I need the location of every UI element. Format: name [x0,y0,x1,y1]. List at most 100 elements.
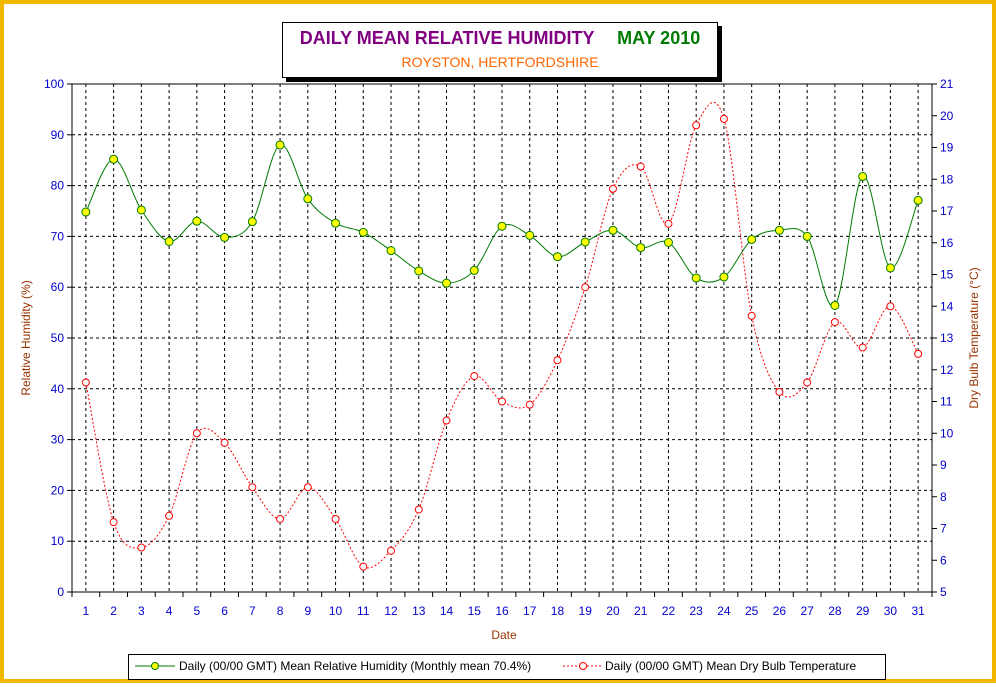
x-tick-label: 19 [579,604,593,618]
y2-tick-label: 18 [940,172,954,186]
y-axis-label: Relative Humidity (%) [19,280,33,395]
temperature-point [747,311,756,320]
y-tick-label: 100 [44,77,64,91]
humidity-point [774,225,784,235]
y-tick-label: 20 [51,483,65,497]
humidity-point [802,231,812,241]
y2-tick-label: 21 [940,77,954,91]
humidity-point [442,278,452,288]
x-tick-label: 25 [745,604,759,618]
temperature-point [803,378,812,387]
x-tick-label: 1 [83,604,90,618]
temperature-point [581,283,590,292]
x-tick-label: 29 [856,604,870,618]
temperature-point [81,378,90,387]
y-tick-label: 50 [51,331,65,345]
x-tick-label: 24 [717,604,731,618]
humidity-point [192,216,202,226]
x-tick-label: 20 [606,604,620,618]
x-tick-label: 21 [634,604,648,618]
temperature-point [692,121,701,130]
x-tick-label: 31 [911,604,925,618]
legend: Daily (00/00 GMT) Mean Relative Humidity… [128,654,886,680]
humidity-point [663,237,673,247]
y2-tick-label: 17 [940,204,954,218]
y-tick-label: 40 [51,382,65,396]
humidity-point [81,207,91,217]
grid-lines [72,84,932,592]
temperature-series [81,102,923,571]
y2-tick-label: 19 [940,141,954,155]
temperature-point [387,546,396,555]
y-tick-label: 90 [51,128,65,142]
legend-temperature-label: Daily (00/00 GMT) Mean Dry Bulb Temperat… [605,659,857,673]
x-tick-label: 4 [166,604,173,618]
temperature-point [359,562,368,571]
x-tick-label: 12 [384,604,398,618]
y-tick-label: 30 [51,433,65,447]
y2-tick-label: 13 [940,331,954,345]
humidity-point [552,252,562,262]
chart-subtitle: ROYSTON, HERTFORDSHIRE [401,54,599,70]
humidity-point [691,273,701,283]
x-tick-label: 22 [662,604,676,618]
y2-tick-label: 10 [940,426,954,440]
humidity-point [608,225,618,235]
humidity-point [109,154,119,164]
temperature-point [248,483,257,492]
temperature-point [442,416,451,425]
chart-title: DAILY MEAN RELATIVE HUMIDITY MAY 2010 [283,28,717,49]
humidity-point [331,218,341,228]
y2-tick-label: 12 [940,363,954,377]
y-tick-label: 0 [57,585,64,599]
axes [67,83,937,597]
x-tick-label: 2 [110,604,117,618]
humidity-point [497,221,507,231]
temperature-point [886,302,895,311]
tick-labels: 0102030405060708090100567891011121314151… [44,77,954,618]
temperature-point [719,114,728,123]
humidity-point [885,263,895,273]
temperature-point [414,505,423,514]
x-tick-label: 26 [773,604,787,618]
x-tick-label: 11 [357,604,370,618]
temperature-point [525,400,534,409]
y2-tick-label: 5 [940,585,947,599]
temperature-point [914,349,923,358]
temperature-point [192,429,201,438]
x-tick-label: 10 [329,604,343,618]
x-tick-label: 30 [884,604,898,618]
y2-tick-label: 14 [940,299,954,313]
humidity-point [247,217,257,227]
humidity-series [81,140,923,310]
x-tick-label: 23 [690,604,704,618]
chart-title-period: MAY 2010 [617,28,701,48]
humidity-point [913,195,923,205]
x-tick-label: 7 [249,604,256,618]
humidity-point [525,230,535,240]
y2-tick-label: 9 [940,458,947,472]
chart-title-box: DAILY MEAN RELATIVE HUMIDITY MAY 2010 RO… [282,22,718,78]
temperature-point [830,318,839,327]
humidity-point [303,194,313,204]
temperature-point [109,518,118,527]
temperature-point [276,514,285,523]
y-tick-label: 70 [51,229,65,243]
x-tick-label: 3 [138,604,145,618]
x-tick-label: 17 [523,604,537,618]
legend-humidity-swatch [135,662,175,670]
y2-tick-label: 20 [940,109,954,123]
humidity-point [858,171,868,181]
temperature-point [664,219,673,228]
x-tick-label: 16 [495,604,509,618]
humidity-point [414,266,424,276]
y-tick-label: 80 [51,179,65,193]
humidity-point [747,234,757,244]
chart-canvas: 0102030405060708090100567891011121314151… [19,77,981,642]
x-tick-label: 9 [304,604,311,618]
humidity-point [275,140,285,150]
temperature-point [553,356,562,365]
y2-tick-label: 8 [940,490,947,504]
temperature-point [858,343,867,352]
humidity-point [719,272,729,282]
